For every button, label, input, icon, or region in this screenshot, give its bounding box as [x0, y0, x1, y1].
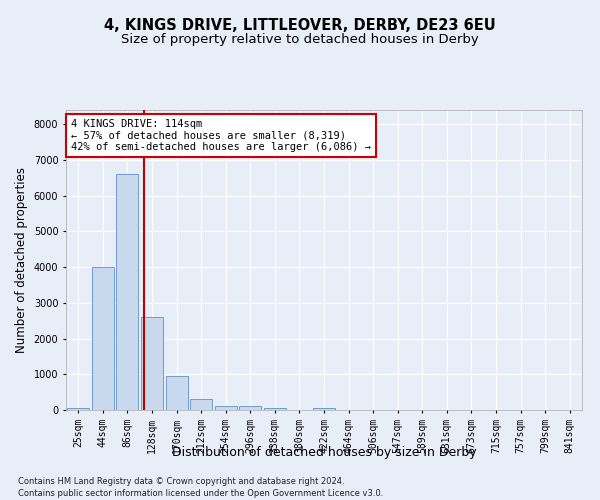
Text: Distribution of detached houses by size in Derby: Distribution of detached houses by size … [172, 446, 476, 459]
Bar [239, 406, 262, 410]
Bar [190, 398, 212, 410]
Text: Size of property relative to detached houses in Derby: Size of property relative to detached ho… [121, 32, 479, 46]
Bar [313, 408, 335, 410]
Text: 4, KINGS DRIVE, LITTLEOVER, DERBY, DE23 6EU: 4, KINGS DRIVE, LITTLEOVER, DERBY, DE23 … [104, 18, 496, 32]
Text: 4 KINGS DRIVE: 114sqm
← 57% of detached houses are smaller (8,319)
42% of semi-d: 4 KINGS DRIVE: 114sqm ← 57% of detached … [71, 119, 371, 152]
Bar [141, 317, 163, 410]
Bar [116, 174, 139, 410]
Text: Contains HM Land Registry data © Crown copyright and database right 2024.: Contains HM Land Registry data © Crown c… [18, 478, 344, 486]
Bar [166, 376, 188, 410]
Bar [215, 406, 237, 410]
Bar [67, 408, 89, 410]
Text: Contains public sector information licensed under the Open Government Licence v3: Contains public sector information licen… [18, 489, 383, 498]
Bar [264, 408, 286, 410]
Bar [92, 267, 114, 410]
Y-axis label: Number of detached properties: Number of detached properties [15, 167, 28, 353]
